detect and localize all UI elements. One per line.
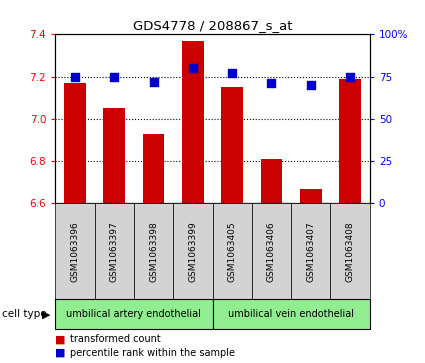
- Point: [111, 74, 118, 79]
- Bar: [55, 203, 94, 299]
- Text: transformed count: transformed count: [70, 334, 161, 344]
- Bar: [55, 299, 212, 329]
- Point: [150, 79, 157, 85]
- Title: GDS4778 / 208867_s_at: GDS4778 / 208867_s_at: [133, 19, 292, 32]
- Bar: [221, 87, 243, 203]
- Point: [307, 82, 314, 88]
- Bar: [252, 203, 291, 299]
- Bar: [212, 299, 370, 329]
- Text: ■: ■: [55, 334, 66, 344]
- Text: GSM1063397: GSM1063397: [110, 221, 119, 282]
- Bar: [64, 83, 86, 203]
- Text: cell type: cell type: [2, 309, 47, 319]
- Text: GSM1063405: GSM1063405: [228, 221, 237, 282]
- Text: ■: ■: [55, 348, 66, 358]
- Text: GSM1063408: GSM1063408: [346, 221, 354, 282]
- Bar: [182, 41, 204, 203]
- Bar: [134, 203, 173, 299]
- Text: GSM1063406: GSM1063406: [267, 221, 276, 282]
- Bar: [339, 79, 361, 203]
- Bar: [300, 188, 322, 203]
- Text: ▶: ▶: [42, 309, 51, 319]
- Point: [268, 81, 275, 86]
- Text: percentile rank within the sample: percentile rank within the sample: [70, 348, 235, 358]
- Text: umbilical vein endothelial: umbilical vein endothelial: [228, 309, 354, 319]
- Bar: [331, 203, 370, 299]
- Bar: [173, 203, 212, 299]
- Bar: [261, 159, 282, 203]
- Text: GSM1063399: GSM1063399: [188, 221, 197, 282]
- Bar: [291, 203, 331, 299]
- Bar: [94, 203, 134, 299]
- Bar: [212, 203, 252, 299]
- Bar: [143, 134, 164, 203]
- Text: GSM1063398: GSM1063398: [149, 221, 158, 282]
- Text: umbilical artery endothelial: umbilical artery endothelial: [66, 309, 201, 319]
- Text: GSM1063407: GSM1063407: [306, 221, 315, 282]
- Point: [71, 74, 78, 79]
- Point: [347, 74, 354, 79]
- Bar: [103, 108, 125, 203]
- Point: [229, 70, 235, 76]
- Point: [190, 65, 196, 71]
- Text: GSM1063396: GSM1063396: [71, 221, 79, 282]
